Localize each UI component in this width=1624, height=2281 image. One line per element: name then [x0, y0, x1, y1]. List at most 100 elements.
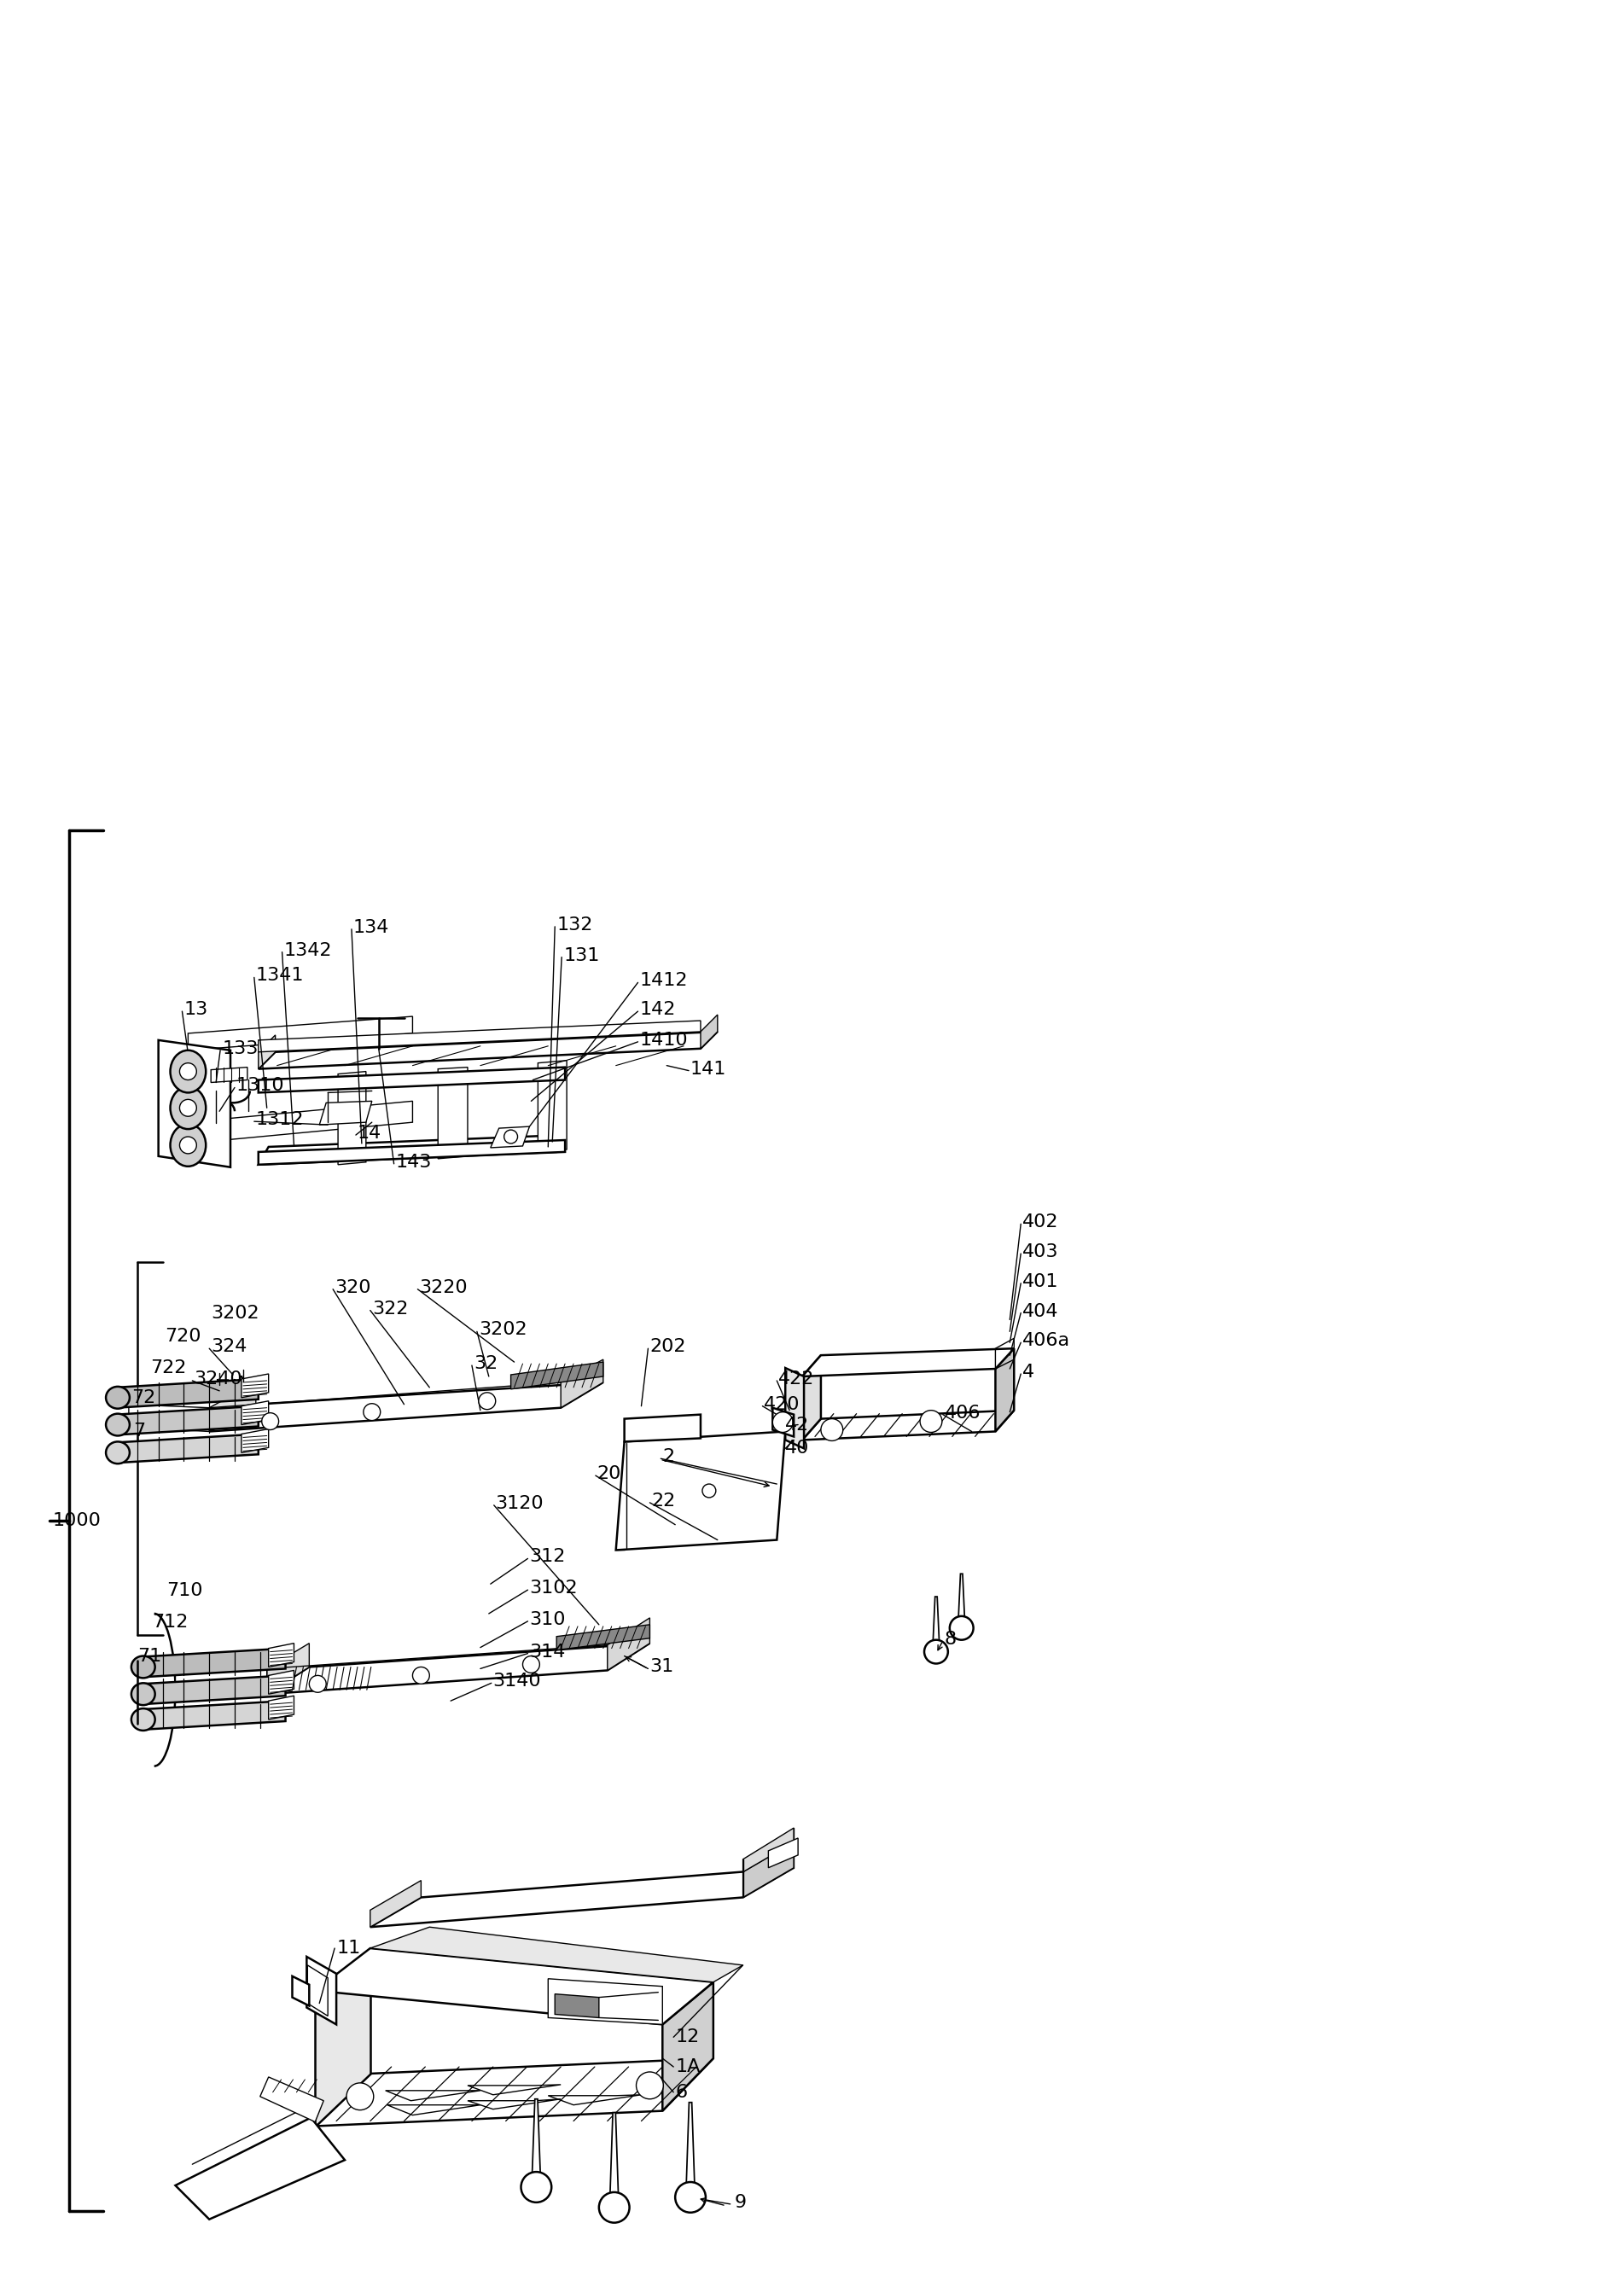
- Circle shape: [599, 2192, 630, 2222]
- Polygon shape: [258, 1031, 718, 1070]
- Text: 13: 13: [184, 1001, 208, 1017]
- Text: 9: 9: [734, 2194, 747, 2210]
- Polygon shape: [615, 1432, 786, 1551]
- Text: 1410: 1410: [640, 1031, 689, 1049]
- Circle shape: [346, 2083, 374, 2110]
- Polygon shape: [268, 1695, 294, 1720]
- Text: 422: 422: [778, 1371, 815, 1387]
- Text: 3140: 3140: [494, 1672, 541, 1690]
- Text: 314: 314: [529, 1642, 565, 1661]
- Polygon shape: [268, 1670, 294, 1695]
- Polygon shape: [996, 1348, 1013, 1432]
- Polygon shape: [786, 1369, 804, 1448]
- Circle shape: [412, 1667, 429, 1683]
- Text: 72: 72: [132, 1389, 156, 1405]
- Ellipse shape: [132, 1708, 154, 1731]
- Text: 1312: 1312: [257, 1111, 304, 1129]
- Polygon shape: [266, 1642, 650, 1695]
- Text: 4: 4: [1023, 1364, 1034, 1380]
- Text: 420: 420: [765, 1396, 801, 1412]
- Polygon shape: [663, 1982, 713, 2110]
- Polygon shape: [268, 1642, 294, 1667]
- Circle shape: [820, 1419, 843, 1442]
- Polygon shape: [141, 1677, 286, 1704]
- Text: 133: 133: [222, 1040, 258, 1056]
- Text: 310: 310: [529, 1610, 565, 1629]
- Polygon shape: [370, 1880, 421, 1927]
- Text: 3202: 3202: [211, 1305, 260, 1321]
- Polygon shape: [128, 1405, 209, 1432]
- Text: 143: 143: [396, 1154, 432, 1170]
- Polygon shape: [258, 1140, 565, 1166]
- Polygon shape: [209, 1382, 603, 1432]
- Polygon shape: [773, 1407, 794, 1437]
- Polygon shape: [175, 2117, 344, 2219]
- Circle shape: [702, 1485, 716, 1499]
- Polygon shape: [266, 1642, 309, 1695]
- Polygon shape: [315, 1991, 370, 2126]
- Text: 142: 142: [640, 1001, 676, 1017]
- Polygon shape: [211, 1068, 247, 1083]
- Polygon shape: [802, 1348, 1013, 1375]
- Text: 403: 403: [1023, 1243, 1059, 1261]
- Text: 8: 8: [945, 1631, 957, 1647]
- Text: 324: 324: [211, 1339, 247, 1355]
- Polygon shape: [159, 1040, 231, 1168]
- Circle shape: [180, 1063, 197, 1079]
- Text: 134: 134: [354, 919, 390, 935]
- Polygon shape: [315, 1948, 713, 2026]
- Circle shape: [921, 1410, 942, 1432]
- Polygon shape: [242, 1401, 268, 1426]
- Text: 3220: 3220: [419, 1280, 468, 1296]
- Polygon shape: [315, 2057, 713, 2126]
- Polygon shape: [320, 1102, 372, 1125]
- Text: 14: 14: [357, 1125, 382, 1143]
- Polygon shape: [538, 1061, 567, 1152]
- Text: 322: 322: [372, 1300, 408, 1316]
- Ellipse shape: [171, 1049, 206, 1093]
- Polygon shape: [115, 1380, 258, 1407]
- Text: 141: 141: [690, 1061, 726, 1077]
- Polygon shape: [292, 1975, 309, 2005]
- Circle shape: [261, 1412, 279, 1430]
- Polygon shape: [531, 2099, 541, 2187]
- Polygon shape: [370, 1927, 742, 1982]
- Text: 406: 406: [945, 1405, 981, 1421]
- Text: 1310: 1310: [237, 1077, 284, 1095]
- Ellipse shape: [106, 1442, 130, 1464]
- Text: 40: 40: [786, 1439, 809, 1458]
- Text: 402: 402: [1023, 1213, 1059, 1232]
- Text: 720: 720: [166, 1328, 201, 1346]
- Polygon shape: [242, 1373, 268, 1398]
- Polygon shape: [802, 1355, 820, 1439]
- Polygon shape: [802, 1410, 1013, 1439]
- Polygon shape: [141, 1702, 286, 1729]
- Text: 712: 712: [151, 1613, 188, 1631]
- Circle shape: [521, 2172, 552, 2203]
- Polygon shape: [607, 1617, 650, 1670]
- Text: 404: 404: [1023, 1302, 1059, 1321]
- Text: 20: 20: [598, 1464, 622, 1483]
- Polygon shape: [258, 1068, 565, 1093]
- Polygon shape: [685, 2103, 695, 2197]
- Text: 401: 401: [1023, 1273, 1059, 1291]
- Polygon shape: [188, 1049, 218, 1161]
- Polygon shape: [175, 1667, 266, 1695]
- Text: 3240: 3240: [193, 1371, 242, 1387]
- Text: 1A: 1A: [676, 2057, 700, 2076]
- Circle shape: [309, 1677, 326, 1693]
- Polygon shape: [932, 1597, 940, 1651]
- Ellipse shape: [106, 1414, 130, 1435]
- Polygon shape: [490, 1127, 529, 1147]
- Ellipse shape: [171, 1125, 206, 1166]
- Circle shape: [503, 1129, 518, 1143]
- Text: 406a: 406a: [1023, 1332, 1070, 1350]
- Text: 1000: 1000: [52, 1512, 101, 1528]
- Circle shape: [950, 1617, 973, 1640]
- Text: 32: 32: [474, 1355, 497, 1373]
- Text: 722: 722: [149, 1359, 187, 1375]
- Polygon shape: [258, 1036, 276, 1070]
- Polygon shape: [958, 1574, 965, 1629]
- Text: 131: 131: [564, 947, 599, 965]
- Ellipse shape: [132, 1656, 154, 1679]
